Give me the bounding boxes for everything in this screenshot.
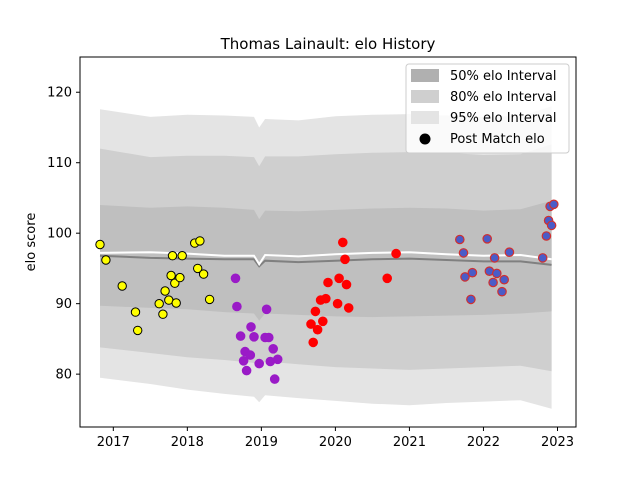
y-tick-label: 90 [55, 297, 72, 312]
data-point [467, 267, 478, 278]
data-point [466, 294, 476, 305]
axes: 2017 2018 2019 2020 2021 2022 2023 80 90 100 110 12… [47, 86, 574, 450]
data-point [272, 354, 283, 365]
data-point [238, 355, 249, 366]
legend: 50% elo Interval 80% elo Interval 95% el… [405, 63, 570, 154]
legend-label-post-match: Post Match elo [450, 132, 545, 147]
data-point [158, 309, 168, 319]
data-point [246, 322, 256, 332]
data-point [320, 293, 331, 304]
data-point [310, 306, 321, 317]
data-point [232, 301, 242, 312]
data-point [489, 253, 500, 263]
data-point [130, 307, 141, 317]
data-point [117, 281, 127, 291]
plot-frame [79, 56, 577, 428]
data-point [177, 251, 187, 261]
x-tick-label: 2023 [541, 435, 574, 450]
data-point [235, 331, 246, 341]
series-2019-2020 [306, 237, 401, 348]
mean-line [99, 251, 552, 267]
series-2017-2018 [95, 236, 215, 336]
data-point [195, 236, 205, 246]
legend-label-50: 50% elo Interval [450, 69, 557, 84]
data-point [175, 272, 185, 283]
data-point [382, 273, 392, 284]
data-point [323, 277, 333, 288]
data-point [499, 274, 509, 285]
data-point [343, 303, 354, 313]
data-point [254, 358, 265, 369]
data-point [537, 253, 548, 263]
y-tick-label: 80 [55, 368, 72, 383]
legend-box [405, 63, 570, 154]
data-point [269, 374, 280, 384]
data-point [306, 319, 316, 329]
y-tick-label: 110 [47, 156, 72, 171]
median-line [99, 254, 552, 268]
legend-swatch-95 [411, 111, 439, 124]
x-tick-label: 2019 [245, 435, 278, 450]
x-tick-label: 2022 [467, 435, 500, 450]
data-point [101, 255, 111, 265]
data-point [548, 199, 559, 210]
data-point [167, 251, 178, 261]
data-point [504, 247, 515, 257]
legend-label-95: 95% elo Interval [450, 111, 557, 126]
data-point [249, 331, 259, 342]
data-point [245, 350, 256, 360]
chart-title: Thomas Lainault: elo History [220, 35, 436, 53]
data-point [312, 324, 323, 335]
data-point [95, 239, 105, 250]
data-point [482, 234, 492, 244]
data-point [308, 337, 318, 348]
data-point [337, 237, 348, 248]
legend-swatch-50 [411, 69, 439, 82]
y-axis-label: elo score [24, 213, 39, 272]
legend-swatch-80 [411, 90, 439, 103]
x-tick-label: 2021 [393, 435, 426, 450]
data-point [454, 234, 465, 245]
data-point [193, 263, 203, 274]
data-point [541, 231, 552, 241]
data-point [230, 273, 241, 284]
data-point [166, 270, 176, 281]
series-2018-2019 [230, 273, 283, 384]
y-tick-label: 100 [47, 227, 72, 242]
data-point [133, 325, 143, 336]
data-point [332, 298, 343, 309]
data-point [340, 254, 350, 265]
x-tick-label: 2017 [97, 435, 130, 450]
data-point [268, 343, 278, 354]
y-tick-label: 120 [47, 86, 72, 101]
plot-area [95, 106, 559, 409]
data-point [241, 365, 252, 376]
data-point [460, 272, 470, 282]
data-point [334, 273, 344, 284]
data-point [341, 279, 352, 290]
series-2021-2022 [454, 199, 559, 305]
data-point [488, 277, 498, 288]
data-point [263, 332, 274, 343]
data-point [261, 304, 272, 315]
data-point [391, 248, 401, 259]
data-point [154, 299, 164, 309]
data-point [204, 294, 215, 305]
data-point [317, 316, 328, 327]
data-point [198, 269, 209, 279]
legend-label-80: 80% elo Interval [450, 90, 557, 105]
data-point [546, 220, 557, 231]
data-point [160, 286, 170, 296]
data-point [458, 248, 469, 258]
data-point [491, 268, 502, 279]
x-tick-label: 2020 [319, 435, 352, 450]
data-point [171, 298, 181, 308]
x-tick-label: 2018 [171, 435, 204, 450]
legend-marker-post-match [419, 133, 431, 145]
data-point [497, 286, 507, 297]
